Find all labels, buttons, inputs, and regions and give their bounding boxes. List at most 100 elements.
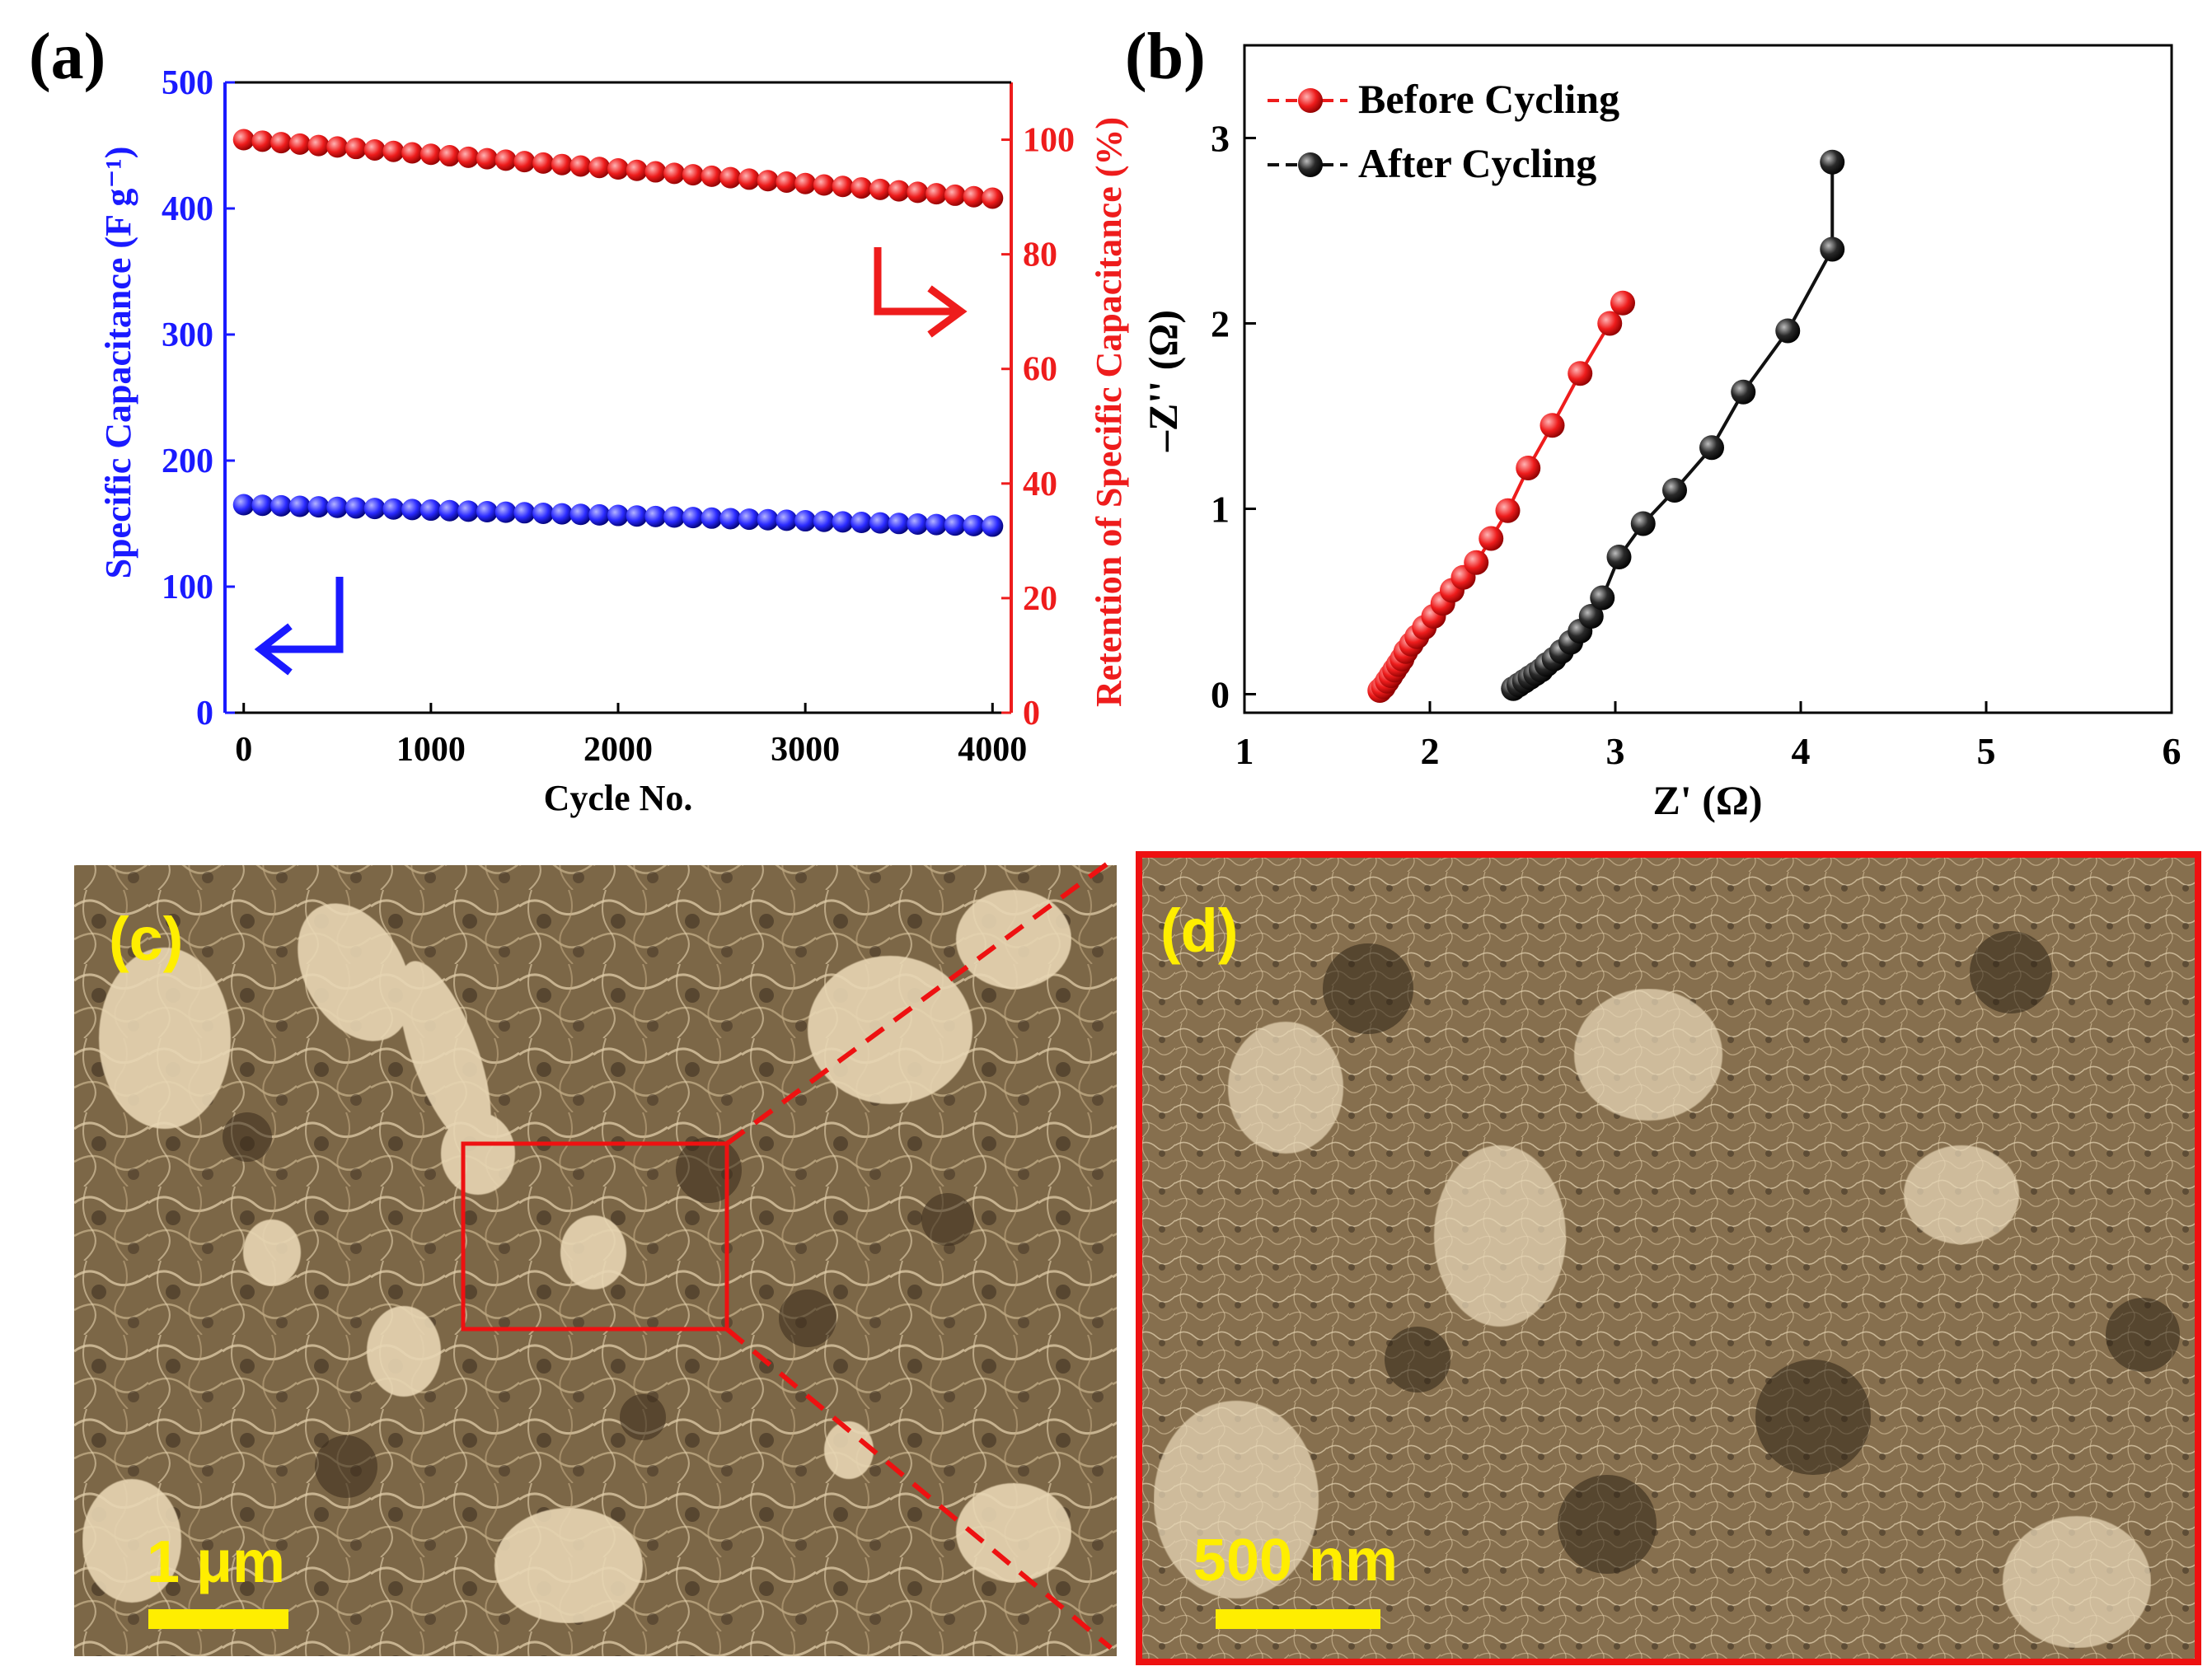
a-point-left (232, 494, 255, 516)
sem-c-pores (223, 1112, 974, 1498)
a-point-left (270, 494, 293, 517)
a-point-right (326, 136, 349, 158)
a-point-left (851, 512, 873, 534)
a-point-right (307, 134, 330, 157)
panel-b-label: (b) (1125, 21, 1206, 93)
a-point-right (607, 158, 629, 180)
a-point-left (682, 507, 704, 529)
b-xtick-label: 1 (1235, 730, 1254, 772)
a-point-left (926, 513, 948, 536)
a-point-right (907, 181, 929, 204)
panel-a-retention-points (232, 129, 1004, 209)
panel-a-cycling-chart: (a) 0 1000 2000 3000 40000100200300400500020… (29, 21, 1129, 818)
a-point-left (607, 504, 629, 527)
panel-d-border (1136, 851, 2201, 1665)
a-xtick-label: 1000 (396, 731, 466, 769)
legend-after-text: After Cycling (1358, 140, 1596, 186)
panel-a-xlabel: Cycle No. (544, 778, 693, 818)
a-point-right (382, 140, 405, 162)
a-ytick-left-label: 500 (162, 64, 213, 102)
panel-a-ticks: 0 1000 2000 3000 400001002003004005000204060… (162, 64, 1075, 769)
a-point-left (569, 503, 592, 526)
a-point-left (813, 510, 835, 532)
a-point-right (551, 153, 573, 176)
a-point-left (663, 506, 686, 528)
a-point-right (944, 184, 966, 206)
b-ytick-label: 0 (1211, 674, 1230, 716)
b-point-after (1662, 478, 1687, 503)
a-point-left (326, 496, 349, 518)
sem-d-scale-bar-text: 500 nm (1193, 1528, 1398, 1594)
a-point-right (719, 166, 742, 189)
a-point-left (382, 498, 405, 520)
a-point-left (794, 510, 817, 532)
a-point-left (494, 501, 517, 523)
b-point-after (1606, 545, 1632, 569)
b-xtick-label: 2 (1421, 730, 1440, 772)
a-point-right (270, 132, 293, 154)
b-xtick-label: 4 (1792, 730, 1811, 772)
b-xtick-label: 5 (1977, 730, 1996, 772)
b-point-after (1699, 435, 1724, 461)
panel-a-ylabel-left: Specific Capacitance (F g⁻¹) (98, 147, 138, 579)
a-point-right (626, 159, 648, 181)
a-ytick-left-label: 0 (196, 695, 213, 733)
a-point-right (869, 178, 891, 200)
sem-d-scale-bar (1216, 1609, 1380, 1629)
zoom-leader-top (725, 859, 1113, 1146)
a-point-left (588, 503, 611, 526)
a-point-left (626, 505, 648, 527)
a-point-right (401, 142, 424, 164)
panel-c-sem-image: (c) 1 μm (74, 859, 1117, 1656)
a-point-left (345, 497, 367, 519)
a-point-right (232, 129, 255, 151)
b-ytick-label: 2 (1211, 303, 1230, 345)
b-point-before (1516, 456, 1541, 480)
a-point-right (888, 180, 910, 202)
a-point-left (832, 511, 854, 533)
a-ytick-right-label: 60 (1023, 351, 1057, 389)
b-point-after (1820, 236, 1845, 262)
b-xtick-label: 6 (2163, 730, 2182, 772)
a-xtick-label: 0 (235, 731, 252, 769)
b-point-before (1539, 413, 1565, 438)
panel-b-points (1367, 149, 1845, 703)
panel-b-legend: Before Cycling After Cycling (1268, 76, 1619, 186)
sem-d-highlights (1154, 989, 2151, 1648)
a-point-left (719, 508, 742, 530)
a-point-left (513, 502, 536, 524)
a-point-left (644, 505, 667, 527)
a-point-left (738, 508, 760, 531)
a-point-right (476, 147, 498, 170)
a-point-left (288, 495, 311, 517)
b-point-before (1495, 498, 1521, 523)
panel-b-ylabel: –Z'' (Ω) (1140, 310, 1186, 452)
a-point-left (251, 494, 274, 517)
b-xtick-label: 3 (1606, 730, 1625, 772)
a-point-right (701, 165, 723, 187)
a-point-left (363, 498, 386, 520)
b-point-after (1775, 318, 1801, 344)
a-point-right (288, 133, 311, 155)
a-point-left (869, 512, 891, 534)
panel-a-label: (a) (29, 21, 105, 93)
b-point-after (1590, 585, 1615, 611)
sem-c-scale-bar-text: 1 μm (147, 1529, 285, 1595)
a-xtick-label: 4000 (958, 731, 1027, 769)
a-point-right (813, 174, 835, 196)
a-point-right (569, 155, 592, 177)
a-point-right (513, 151, 536, 173)
b-point-before (1597, 311, 1623, 336)
panel-d-sem-zoom-image: (d) 500 nm (1136, 851, 2201, 1665)
a-point-right (588, 157, 611, 179)
a-ytick-right-label: 40 (1023, 466, 1057, 503)
b-point-before (1568, 361, 1593, 386)
a-ytick-right-label: 20 (1023, 580, 1057, 618)
a-point-left (982, 515, 1004, 537)
a-point-right (832, 176, 854, 198)
a-point-right (963, 185, 985, 208)
a-point-left (907, 513, 929, 535)
a-point-left (419, 499, 442, 522)
